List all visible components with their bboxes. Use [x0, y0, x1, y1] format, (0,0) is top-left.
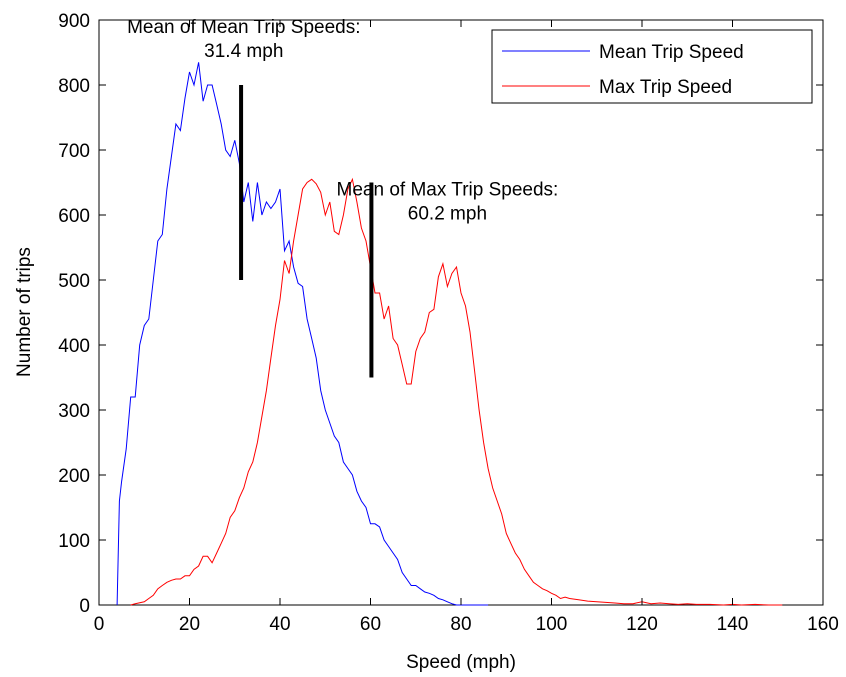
x-tick-label: 20: [179, 614, 200, 635]
ticks-layer: 0 20 40 60 80 100 120 140 160 0 100 200 300 400 500 600…: [58, 11, 839, 635]
y-tick-label: 600: [58, 206, 90, 227]
y-tick-label: 900: [58, 11, 90, 32]
y-tick-label: 300: [58, 401, 90, 422]
legend-box: [491, 29, 813, 104]
y-tick-label: 500: [58, 271, 90, 292]
mean-annotation-line: 31.4 mph: [204, 41, 283, 62]
x-tick-label: 40: [269, 614, 290, 635]
x-axis-label: Speed (mph): [406, 652, 516, 673]
max-annotation: Mean of Max Trip Speeds: 60.2 mph: [337, 180, 559, 225]
markers-layer: [239, 85, 374, 378]
legend-label-mean: Mean Trip Speed: [599, 42, 744, 63]
series-layer: [116, 62, 783, 606]
y-tick-label: 400: [58, 336, 90, 357]
mean-annotation-line: Mean of Mean Trip Speeds:: [127, 17, 360, 38]
y-axis-label: Number of trips: [14, 247, 35, 377]
x-tick-label: 60: [360, 614, 381, 635]
x-tick-label: 0: [94, 614, 105, 635]
legend: Mean Trip Speed Max Trip Speed: [491, 29, 813, 104]
x-tick-label: 100: [536, 614, 568, 635]
legend-label-max: Max Trip Speed: [599, 77, 732, 98]
y-tick-label: 0: [79, 596, 90, 617]
y-tick-label: 700: [58, 141, 90, 162]
x-tick-label: 80: [450, 614, 471, 635]
max-annotation-line: 60.2 mph: [408, 204, 487, 225]
mean-annotation: Mean of Mean Trip Speeds: 31.4 mph: [127, 17, 360, 62]
max-annotation-line: Mean of Max Trip Speeds:: [337, 180, 559, 201]
y-tick-label: 200: [58, 466, 90, 487]
x-tick-label: 120: [626, 614, 658, 635]
series-line-0: [116, 62, 489, 606]
series-line-1: [130, 177, 783, 606]
x-tick-label: 160: [807, 614, 839, 635]
y-tick-label: 100: [58, 531, 90, 552]
x-tick-label: 140: [717, 614, 749, 635]
y-tick-label: 800: [58, 76, 90, 97]
plot-area: [98, 19, 824, 606]
